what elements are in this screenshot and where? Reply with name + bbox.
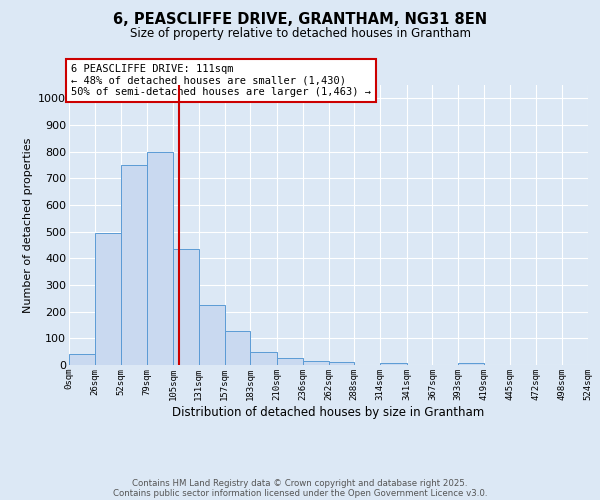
Bar	[95, 233, 121, 365]
Bar	[69, 354, 95, 365]
Bar	[250, 352, 277, 365]
Text: Contains HM Land Registry data © Crown copyright and database right 2025.: Contains HM Land Registry data © Crown c…	[132, 478, 468, 488]
X-axis label: Distribution of detached houses by size in Grantham: Distribution of detached houses by size …	[172, 406, 485, 418]
Bar	[121, 165, 147, 365]
Text: Size of property relative to detached houses in Grantham: Size of property relative to detached ho…	[130, 28, 470, 40]
Bar	[173, 249, 199, 365]
Bar	[147, 152, 173, 365]
Bar	[458, 364, 484, 365]
Bar	[329, 362, 354, 365]
Text: Contains public sector information licensed under the Open Government Licence v3: Contains public sector information licen…	[113, 488, 487, 498]
Bar	[277, 358, 303, 365]
Bar	[199, 305, 224, 365]
Bar	[224, 331, 250, 365]
Y-axis label: Number of detached properties: Number of detached properties	[23, 138, 32, 312]
Bar	[380, 364, 407, 365]
Text: 6 PEASCLIFFE DRIVE: 111sqm
← 48% of detached houses are smaller (1,430)
50% of s: 6 PEASCLIFFE DRIVE: 111sqm ← 48% of deta…	[71, 64, 371, 97]
Bar	[303, 361, 329, 365]
Text: 6, PEASCLIFFE DRIVE, GRANTHAM, NG31 8EN: 6, PEASCLIFFE DRIVE, GRANTHAM, NG31 8EN	[113, 12, 487, 28]
